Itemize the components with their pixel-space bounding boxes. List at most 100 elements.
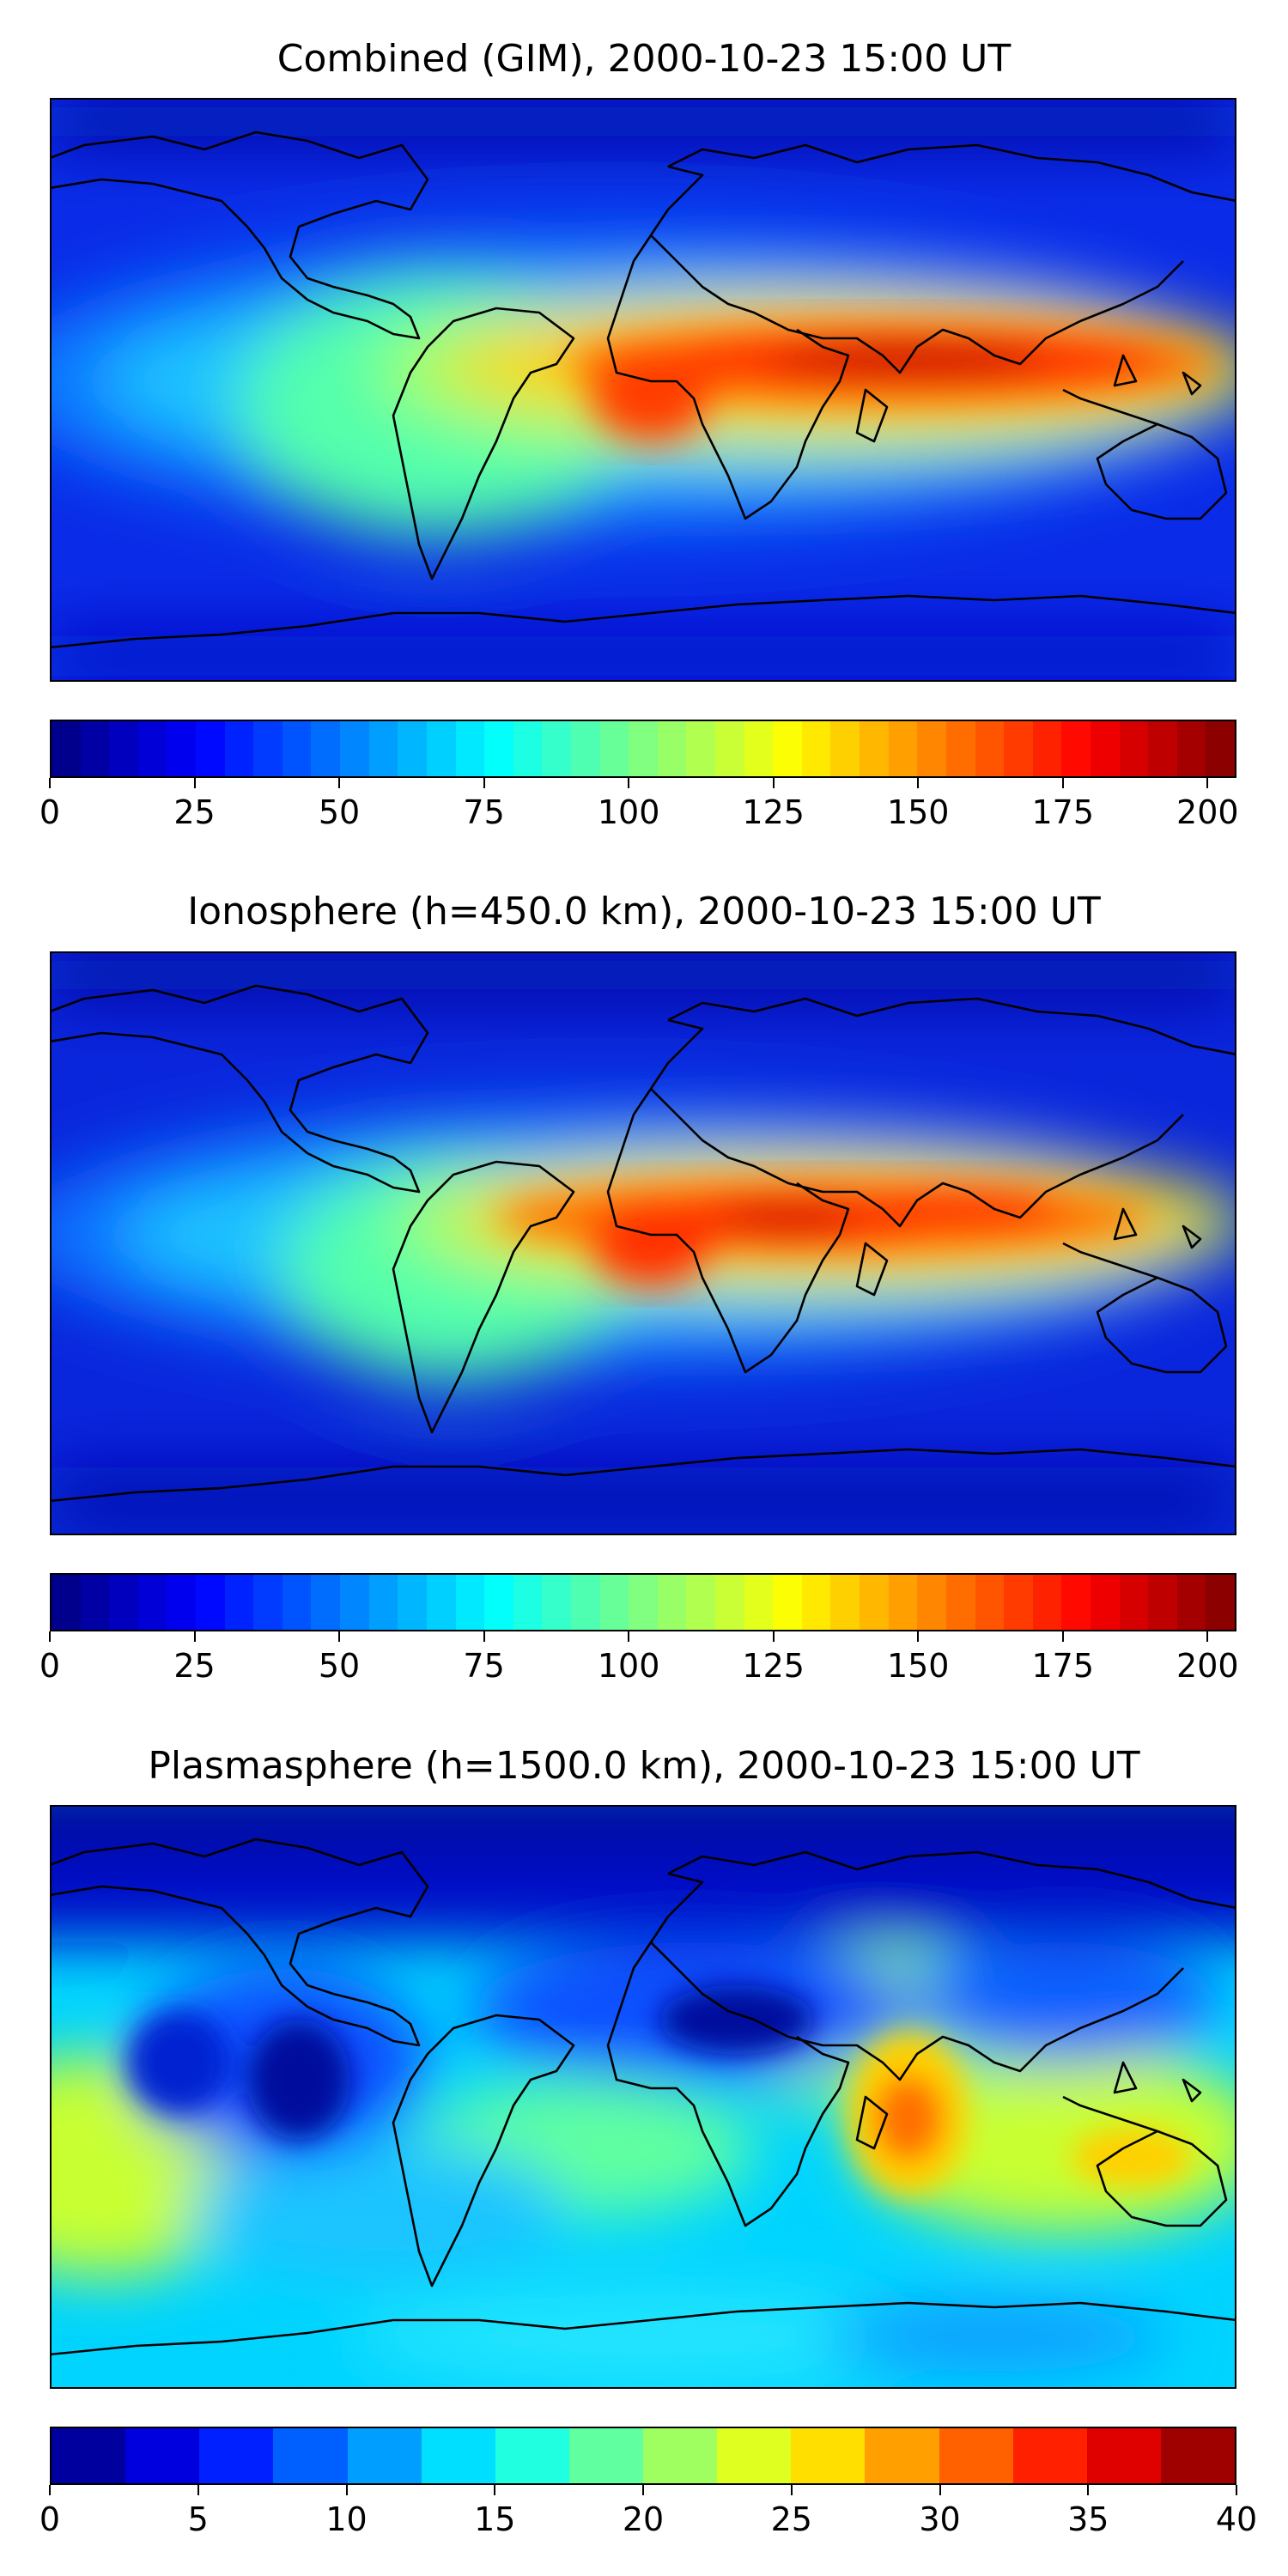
tick-label: 25 <box>770 2500 812 2538</box>
colorbar-segment <box>224 721 254 776</box>
tick-mark <box>642 2485 644 2495</box>
colorbar-segment <box>368 721 398 776</box>
tick-label: 125 <box>742 1647 805 1685</box>
colorbar-segment <box>1004 721 1033 776</box>
colorbar-segment <box>975 1575 1005 1630</box>
panel-1-map <box>50 98 1236 682</box>
colorbar-segment <box>196 721 225 776</box>
colorbar-segment <box>347 2428 422 2483</box>
colorbar-segment <box>1086 2428 1161 2483</box>
colorbar-segment <box>1176 1575 1206 1630</box>
colorbar-segment <box>137 1575 167 1630</box>
tick-mark <box>1236 2485 1237 2495</box>
tick-mark <box>772 778 775 788</box>
panel-1-title: Combined (GIM), 2000-10-23 15:00 UT <box>276 37 1012 81</box>
colorbar-segment <box>253 721 283 776</box>
colorbar-segment <box>125 2428 200 2483</box>
colorbar-segment <box>975 721 1005 776</box>
colorbar-segment <box>109 721 138 776</box>
tick-mark <box>494 2485 496 2495</box>
tick-mark <box>939 2485 941 2495</box>
colorbar-segment <box>773 721 802 776</box>
colorbar-segment <box>917 1575 946 1630</box>
colorbar-segment <box>421 2428 495 2483</box>
tick-mark <box>338 1631 341 1642</box>
colorbar-segment <box>311 721 341 776</box>
colorbar-segment <box>801 1575 831 1630</box>
colorbar-segment <box>715 1575 744 1630</box>
tick-mark <box>193 778 196 788</box>
coastlines <box>50 984 1236 1503</box>
colorbar-segment <box>945 1575 975 1630</box>
colorbar-segment <box>196 1575 225 1630</box>
colorbar-segment <box>137 721 167 776</box>
tick-label: 150 <box>886 1647 950 1685</box>
tick-mark <box>1061 1631 1064 1642</box>
colorbar-segment <box>1206 1575 1235 1630</box>
colorbar-segment <box>52 1575 81 1630</box>
colorbar-segment <box>945 721 975 776</box>
colorbar-segment <box>455 1575 485 1630</box>
tick-mark <box>197 2485 199 2495</box>
colorbar-segment <box>657 1575 687 1630</box>
colorbar-segment <box>340 721 369 776</box>
panel-3-colorbar-ticks: 0 5 10 15 20 25 30 35 40 <box>39 2485 1257 2538</box>
tick-label: 50 <box>318 793 361 831</box>
tick-mark <box>1087 2485 1090 2495</box>
colorbar-segment <box>1090 721 1120 776</box>
tick-label: 150 <box>886 793 950 831</box>
colorbar-segment <box>167 721 197 776</box>
tick-label: 0 <box>39 2500 61 2538</box>
colorbar-segment <box>1061 1575 1091 1630</box>
colorbar-segment <box>888 721 918 776</box>
panel-1-colorbar-ticks: 0 25 50 75 100 125 150 175 200 <box>39 778 1239 831</box>
tick-label: 75 <box>463 793 505 831</box>
tick-mark <box>772 1631 775 1642</box>
tick-mark <box>483 1631 485 1642</box>
panel-3-colorbar <box>50 2427 1236 2485</box>
panel-3-title: Plasmasphere (h=1500.0 km), 2000-10-23 1… <box>148 1744 1140 1788</box>
colorbar-segment <box>273 2428 348 2483</box>
colorbar-segment <box>282 721 312 776</box>
tick-label: 200 <box>1176 1647 1239 1685</box>
tick-mark <box>483 778 485 788</box>
colorbar-segment <box>398 721 427 776</box>
colorbar-segment <box>1206 721 1235 776</box>
tick-mark <box>338 778 341 788</box>
tick-label: 25 <box>173 793 216 831</box>
colorbar-segment <box>1032 1575 1062 1630</box>
tick-mark <box>917 1631 920 1642</box>
colorbar-segment <box>253 1575 283 1630</box>
tick-label: 125 <box>742 793 805 831</box>
colorbar-segment <box>80 721 110 776</box>
colorbar-segment <box>426 1575 456 1630</box>
colorbar-segment <box>1061 721 1091 776</box>
colorbar-segment <box>717 2428 792 2483</box>
colorbar-segment <box>715 721 744 776</box>
colorbar-segment <box>484 721 513 776</box>
colorbar-segment <box>199 2428 274 2483</box>
panel-2-colorbar <box>50 1573 1236 1631</box>
colorbar-segment <box>686 1575 716 1630</box>
tick-mark <box>1061 778 1064 788</box>
tick-mark <box>345 2485 348 2495</box>
colorbar-segment <box>1160 2428 1235 2483</box>
colorbar-segment <box>1032 721 1062 776</box>
colorbar-segment <box>52 721 81 776</box>
coastlines <box>50 1838 1236 2356</box>
colorbar-segment <box>513 1575 543 1630</box>
colorbar-segment <box>495 2428 569 2483</box>
colorbar-segment <box>340 1575 369 1630</box>
tick-label: 20 <box>622 2500 665 2538</box>
tick-label: 100 <box>597 1647 660 1685</box>
colorbar-segment <box>52 2428 126 2483</box>
colorbar-segment <box>773 1575 802 1630</box>
colorbar-segment <box>865 2428 939 2483</box>
tick-mark <box>49 778 51 788</box>
colorbar-segment <box>224 1575 254 1630</box>
colorbar-segment <box>1090 1575 1120 1630</box>
tick-label: 0 <box>39 1647 61 1685</box>
tick-label: 15 <box>474 2500 516 2538</box>
colorbar-segment <box>109 1575 138 1630</box>
colorbar-segment <box>657 721 687 776</box>
